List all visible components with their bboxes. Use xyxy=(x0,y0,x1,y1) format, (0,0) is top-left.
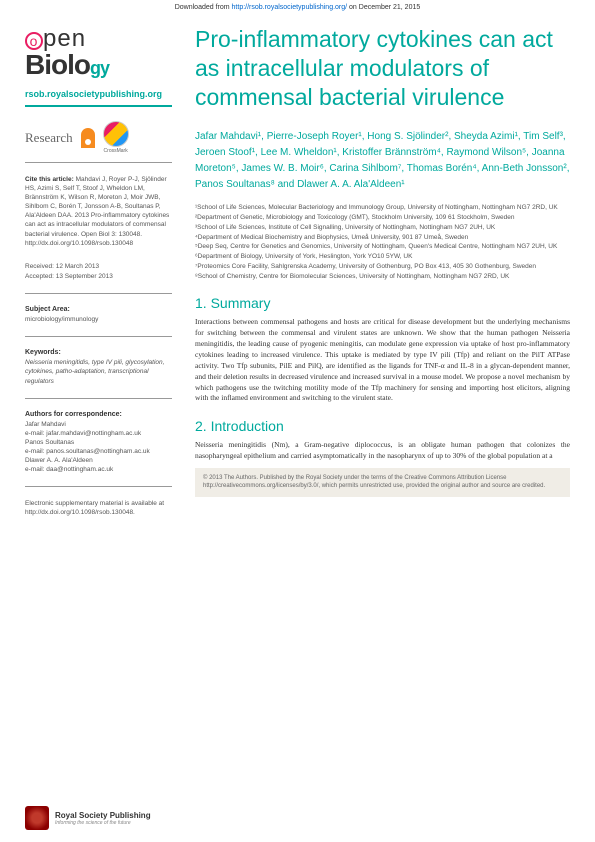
authors: Jafar Mahdavi¹, Pierre-Joseph Royer¹, Ho… xyxy=(195,129,570,193)
keywords-value: Neisseria meningitidis, type IV pili, gl… xyxy=(25,358,172,398)
subject-value: microbiology/immunology xyxy=(25,315,172,337)
correspondence-label: Authors for correspondence: xyxy=(25,411,172,418)
journal-logo: open Biology xyxy=(25,25,172,81)
publisher-name: Royal Society Publishing xyxy=(55,811,151,820)
affiliations: ¹School of Life Sciences, Molecular Bact… xyxy=(195,203,570,281)
subject-label: Subject Area: xyxy=(25,306,172,313)
dates: Received: 12 March 2013 Accepted: 13 Sep… xyxy=(25,262,172,295)
crossmark-badge[interactable]: CrossMark xyxy=(103,121,129,154)
publisher-tagline: Informing the science of the future xyxy=(55,820,151,826)
download-link[interactable]: http://rsob.royalsocietypublishing.org/ xyxy=(232,4,348,11)
main-content: Pro-inflammatory cytokines can act as in… xyxy=(190,25,570,529)
download-banner: Downloaded from http://rsob.royalsociety… xyxy=(0,0,595,15)
footer: Royal Society Publishing Informing the s… xyxy=(25,806,151,830)
journal-url[interactable]: rsob.royalsocietypublishing.org xyxy=(25,89,172,107)
introduction-text: Neisseria meningitidis (Nm), a Gram-nega… xyxy=(195,440,570,462)
correspondence: Jafar Mahdavi e-mail: jafar.mahdavi@nott… xyxy=(25,420,172,488)
open-access-icon xyxy=(81,128,95,148)
copyright: © 2013 The Authors. Published by the Roy… xyxy=(195,468,570,497)
article-title: Pro-inflammatory cytokines can act as in… xyxy=(195,25,570,111)
royal-society-logo-icon xyxy=(25,806,49,830)
citation: Cite this article: Mahdavi J, Royer P-J,… xyxy=(25,175,172,248)
introduction-heading: 2. Introduction xyxy=(195,418,570,434)
summary-text: Interactions between commensal pathogens… xyxy=(195,317,570,404)
sidebar: open Biology rsob.royalsocietypublishing… xyxy=(25,25,190,529)
supplementary: Electronic supplementary material is ava… xyxy=(25,499,172,517)
research-label: Research xyxy=(25,130,73,146)
summary-heading: 1. Summary xyxy=(195,295,570,311)
keywords-label: Keywords: xyxy=(25,349,172,356)
